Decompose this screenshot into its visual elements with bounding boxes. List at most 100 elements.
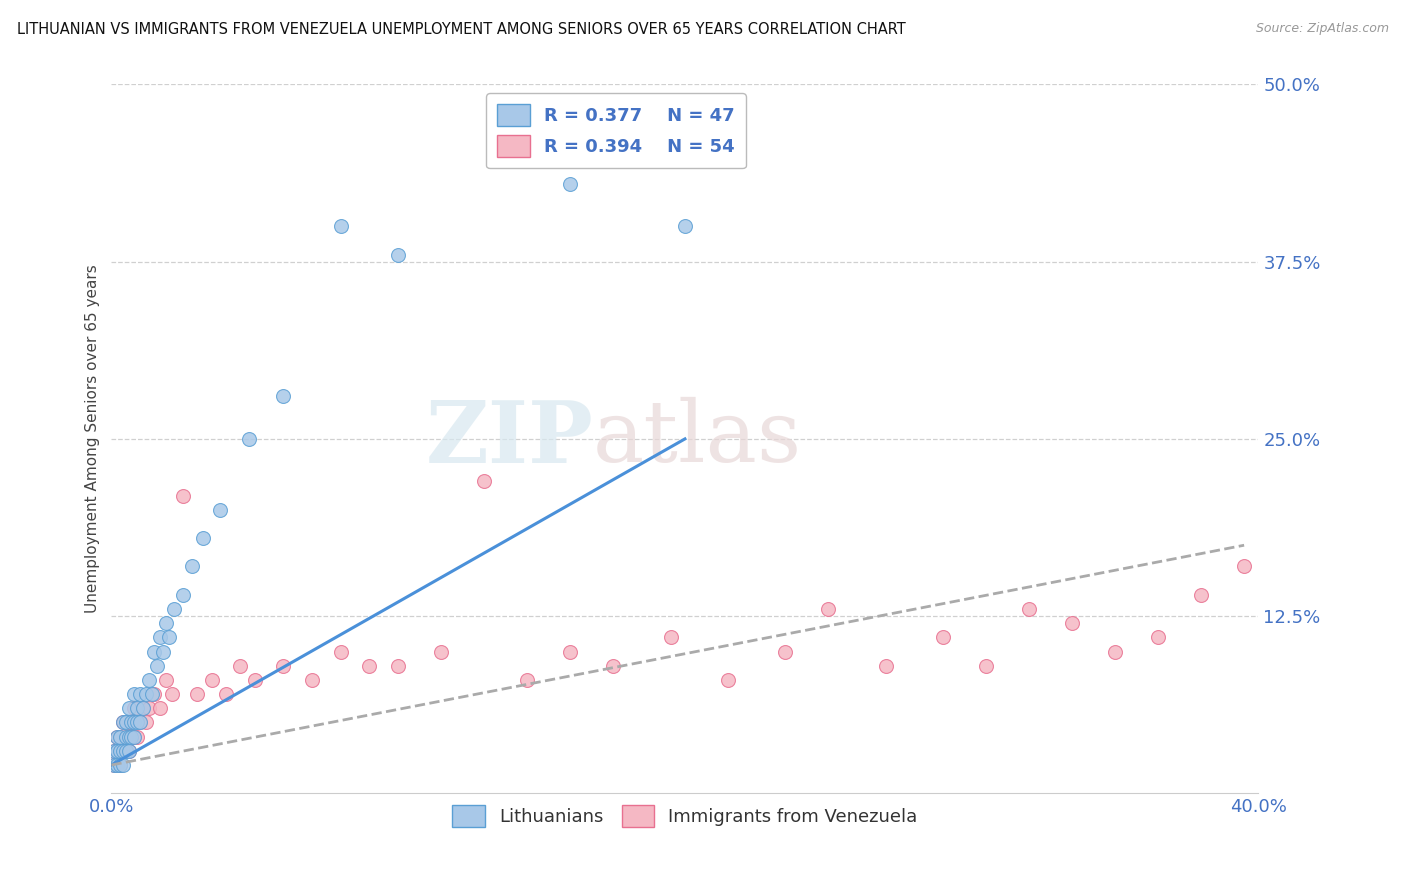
Point xyxy=(155,673,177,687)
Point xyxy=(114,744,136,758)
Point xyxy=(273,389,295,403)
Point xyxy=(1189,588,1212,602)
Point xyxy=(163,602,186,616)
Point xyxy=(121,715,143,730)
Point xyxy=(129,715,152,730)
Point xyxy=(201,673,224,687)
Point xyxy=(172,588,194,602)
Point xyxy=(149,631,172,645)
Point xyxy=(387,658,409,673)
Point xyxy=(301,673,323,687)
Point xyxy=(111,715,134,730)
Point xyxy=(129,715,152,730)
Point xyxy=(1104,644,1126,658)
Point xyxy=(127,730,149,744)
Point xyxy=(359,658,381,673)
Point xyxy=(124,730,146,744)
Point xyxy=(117,730,139,744)
Point xyxy=(1147,631,1170,645)
Point xyxy=(108,758,131,772)
Point xyxy=(105,744,128,758)
Point xyxy=(103,758,125,772)
Point xyxy=(117,701,139,715)
Point xyxy=(103,758,125,772)
Point xyxy=(138,673,160,687)
Point xyxy=(143,644,166,658)
Point xyxy=(105,758,128,772)
Point xyxy=(129,687,152,701)
Legend: Lithuanians, Immigrants from Venezuela: Lithuanians, Immigrants from Venezuela xyxy=(444,797,925,834)
Point xyxy=(108,758,131,772)
Point xyxy=(1060,616,1083,631)
Text: atlas: atlas xyxy=(593,397,803,481)
Point xyxy=(209,503,232,517)
Point xyxy=(117,715,139,730)
Point xyxy=(108,744,131,758)
Point xyxy=(775,644,797,658)
Point xyxy=(329,644,352,658)
Point xyxy=(135,687,157,701)
Point xyxy=(108,730,131,744)
Point xyxy=(105,730,128,744)
Point xyxy=(132,701,155,715)
Point xyxy=(132,701,155,715)
Point xyxy=(141,687,163,701)
Point xyxy=(138,701,160,715)
Point xyxy=(117,744,139,758)
Point xyxy=(121,715,143,730)
Point xyxy=(193,531,215,545)
Point xyxy=(817,602,839,616)
Point xyxy=(124,730,146,744)
Point xyxy=(717,673,740,687)
Point xyxy=(1018,602,1040,616)
Point xyxy=(238,432,260,446)
Point xyxy=(160,687,183,701)
Point xyxy=(114,715,136,730)
Y-axis label: Unemployment Among Seniors over 65 years: Unemployment Among Seniors over 65 years xyxy=(86,265,100,614)
Point xyxy=(932,631,955,645)
Text: LITHUANIAN VS IMMIGRANTS FROM VENEZUELA UNEMPLOYMENT AMONG SENIORS OVER 65 YEARS: LITHUANIAN VS IMMIGRANTS FROM VENEZUELA … xyxy=(17,22,905,37)
Point xyxy=(172,489,194,503)
Point xyxy=(124,715,146,730)
Point xyxy=(152,644,174,658)
Point xyxy=(157,631,180,645)
Point xyxy=(114,730,136,744)
Point xyxy=(127,701,149,715)
Point xyxy=(229,658,252,673)
Point xyxy=(117,744,139,758)
Point xyxy=(560,177,582,191)
Point xyxy=(111,758,134,772)
Point xyxy=(124,687,146,701)
Text: ZIP: ZIP xyxy=(426,397,593,481)
Point xyxy=(602,658,624,673)
Point xyxy=(974,658,997,673)
Point xyxy=(1233,559,1256,574)
Point xyxy=(186,687,208,701)
Point xyxy=(875,658,897,673)
Point xyxy=(103,744,125,758)
Point xyxy=(659,631,682,645)
Point xyxy=(560,644,582,658)
Point xyxy=(472,475,495,489)
Point xyxy=(103,744,125,758)
Point xyxy=(127,715,149,730)
Point xyxy=(121,730,143,744)
Point xyxy=(516,673,538,687)
Point xyxy=(149,701,172,715)
Point xyxy=(430,644,453,658)
Point xyxy=(105,730,128,744)
Point xyxy=(114,730,136,744)
Point xyxy=(108,730,131,744)
Point xyxy=(111,744,134,758)
Point xyxy=(387,247,409,261)
Point xyxy=(111,744,134,758)
Point xyxy=(114,744,136,758)
Point xyxy=(215,687,238,701)
Point xyxy=(121,730,143,744)
Point xyxy=(155,616,177,631)
Point xyxy=(105,744,128,758)
Point xyxy=(135,715,157,730)
Text: Source: ZipAtlas.com: Source: ZipAtlas.com xyxy=(1256,22,1389,36)
Point xyxy=(180,559,202,574)
Point xyxy=(143,687,166,701)
